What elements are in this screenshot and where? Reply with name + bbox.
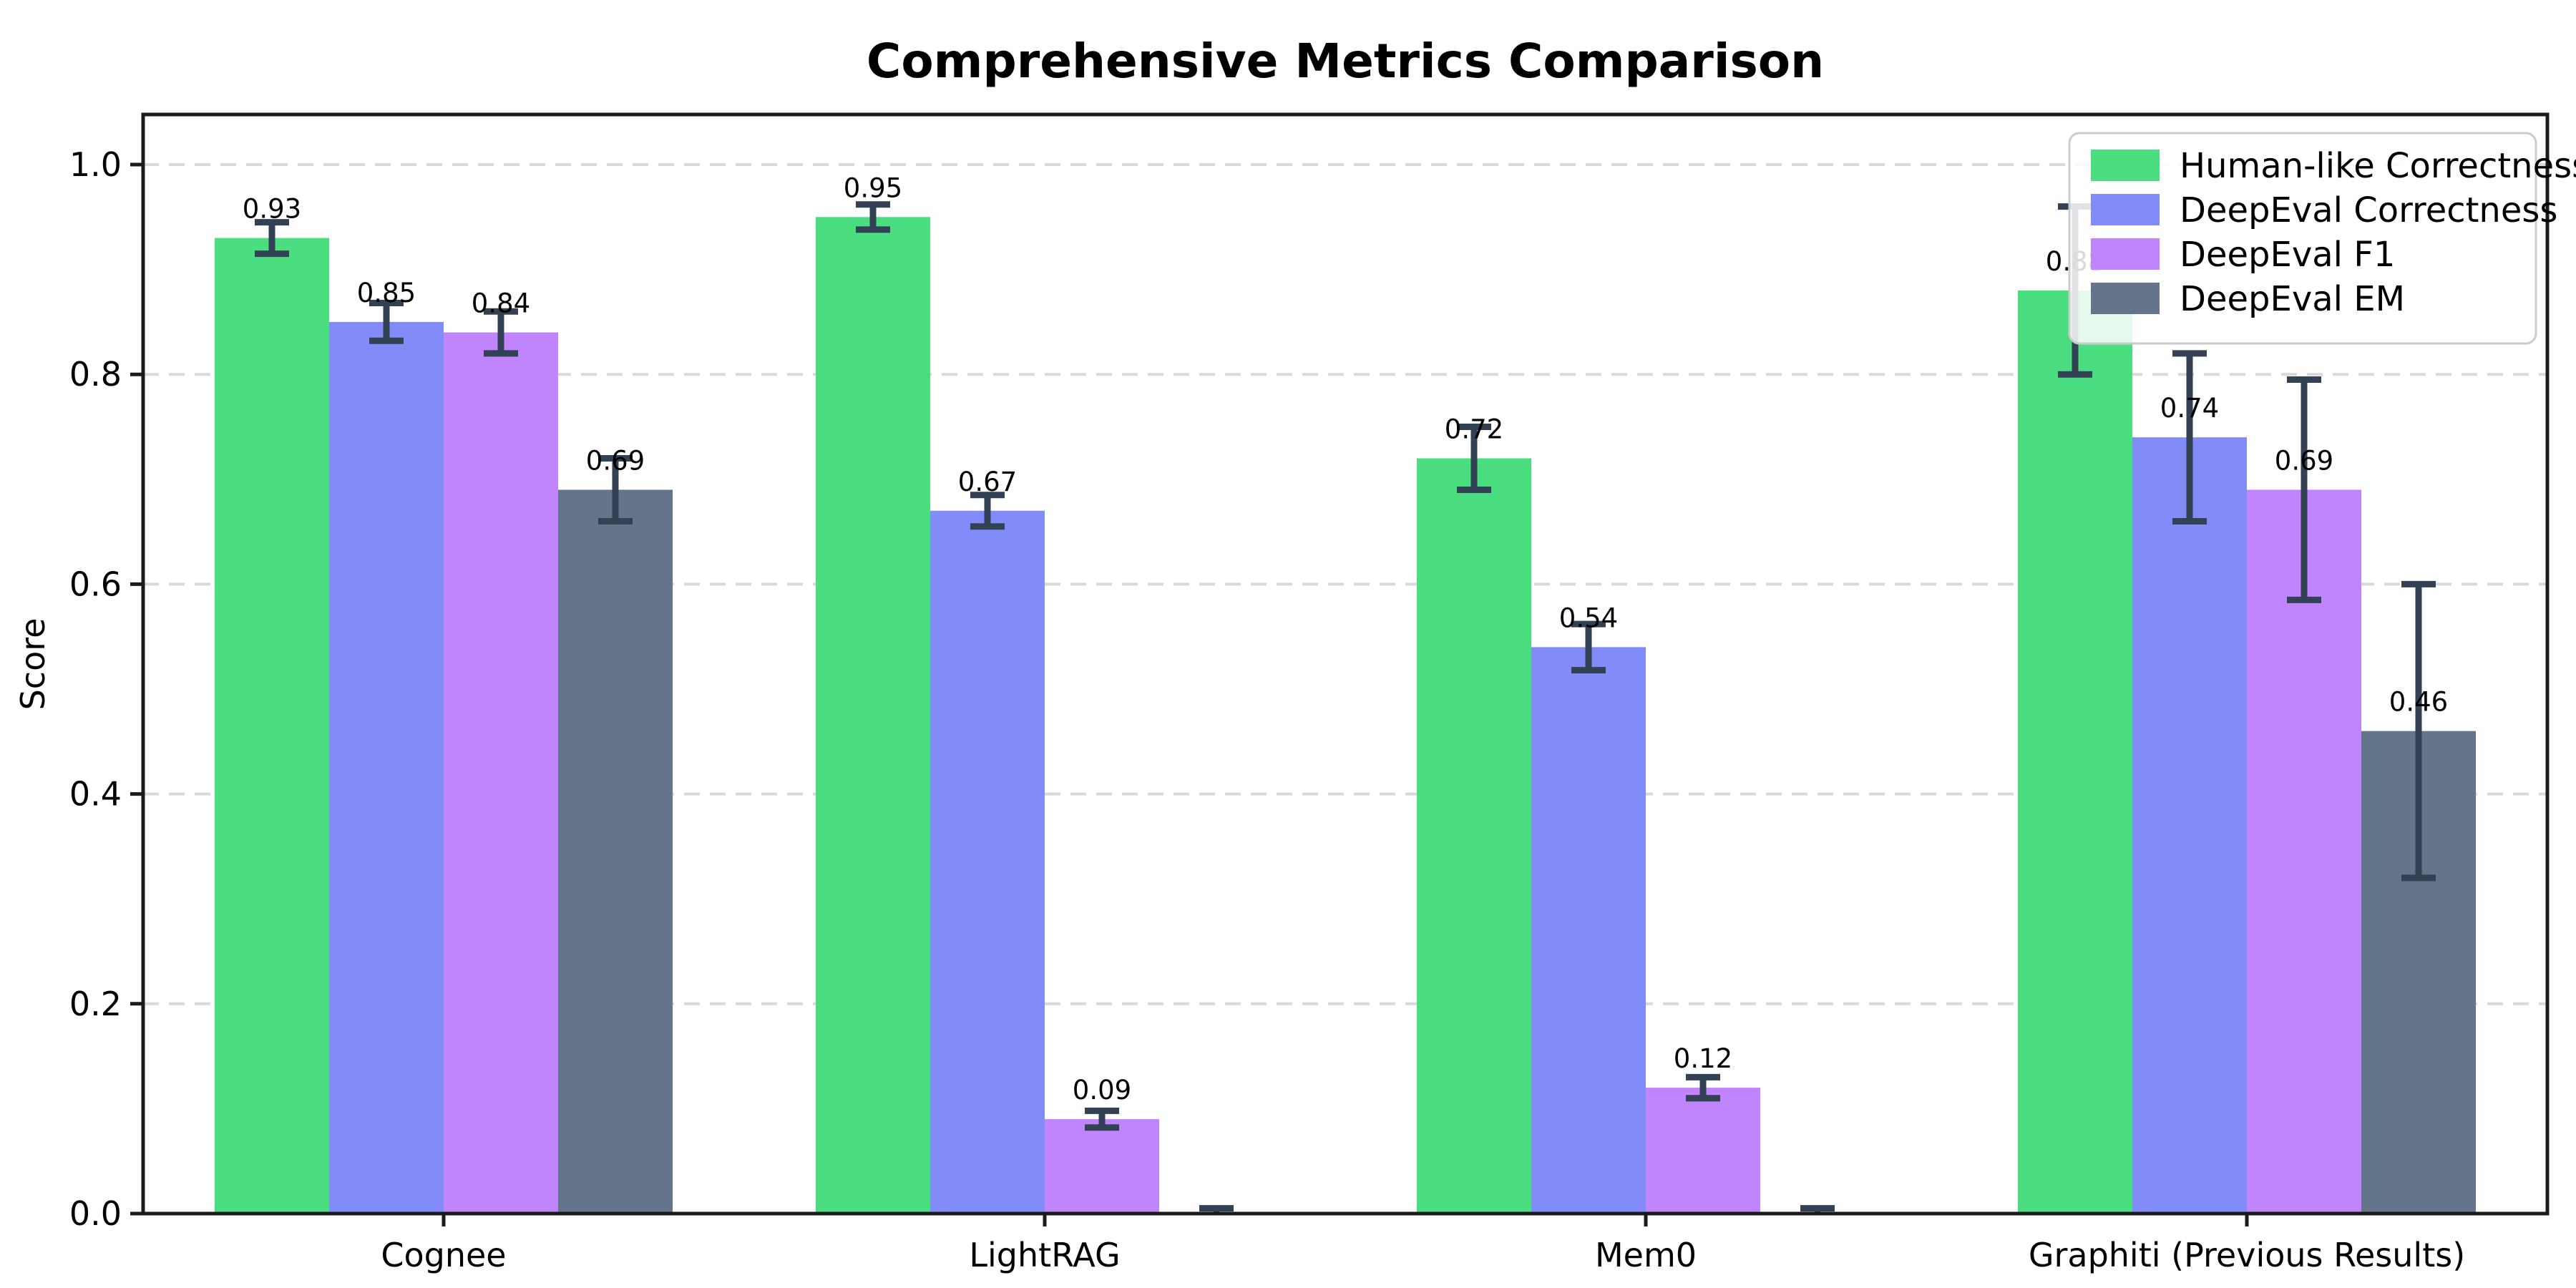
bar-value-label: 0.72 bbox=[1445, 414, 1503, 444]
legend-label: DeepEval Correctness bbox=[2180, 190, 2557, 230]
bar-value-label: 0.74 bbox=[2160, 393, 2219, 424]
y-axis-tick-label: 0.8 bbox=[69, 355, 122, 394]
bar-value-label: 0.84 bbox=[472, 288, 530, 319]
legend-label: Human-like Correctness bbox=[2180, 146, 2576, 186]
bar-value-label: 0.69 bbox=[586, 445, 645, 476]
bar bbox=[930, 510, 1045, 1214]
bar bbox=[2247, 489, 2361, 1214]
x-axis-tick-label: Mem0 bbox=[1595, 1236, 1697, 1274]
y-axis-tick-label: 0.4 bbox=[69, 775, 122, 814]
bar-value-label: 0.69 bbox=[2275, 445, 2333, 476]
bar bbox=[1531, 647, 1646, 1214]
y-axis-title: Score bbox=[14, 618, 52, 711]
bar-value-label: 0.46 bbox=[2389, 687, 2448, 718]
y-axis-tick-label: 0.2 bbox=[69, 985, 122, 1023]
bar bbox=[558, 489, 673, 1214]
bar-value-label: 0.93 bbox=[243, 194, 301, 225]
legend-swatch bbox=[2091, 238, 2160, 270]
bar bbox=[2018, 290, 2132, 1214]
bar bbox=[2132, 437, 2247, 1214]
bar bbox=[1646, 1088, 1760, 1214]
bar bbox=[1417, 458, 1531, 1214]
bar bbox=[1045, 1119, 1159, 1214]
bar bbox=[329, 321, 444, 1214]
bar-value-label: 0.67 bbox=[958, 467, 1017, 497]
legend-box bbox=[2068, 132, 2537, 345]
bar-value-label: 0.09 bbox=[1073, 1075, 1131, 1106]
legend-swatch bbox=[2091, 150, 2160, 181]
bar-value-label: 0.95 bbox=[844, 172, 902, 203]
bar bbox=[215, 238, 329, 1214]
y-axis-tick-label: 0.0 bbox=[69, 1194, 122, 1233]
x-axis-tick-label: LightRAG bbox=[969, 1236, 1120, 1274]
bar-value-label: 0.54 bbox=[1559, 602, 1618, 633]
bar-value-label: 0.85 bbox=[357, 278, 416, 308]
chart-title: Comprehensive Metrics Comparison bbox=[867, 34, 1824, 89]
bar-value-label: 0.12 bbox=[1674, 1043, 1732, 1074]
bar bbox=[444, 332, 558, 1214]
y-axis-tick-label: 1.0 bbox=[69, 145, 122, 184]
legend-label: DeepEval EM bbox=[2180, 279, 2405, 319]
bar bbox=[816, 217, 930, 1214]
legend-label: DeepEval F1 bbox=[2180, 235, 2395, 275]
legend-swatch bbox=[2091, 283, 2160, 314]
x-axis-tick-label: Graphiti (Previous Results) bbox=[2029, 1236, 2465, 1274]
y-axis-tick-label: 0.6 bbox=[69, 565, 122, 603]
x-axis-tick-label: Cognee bbox=[381, 1236, 506, 1274]
legend-swatch bbox=[2091, 194, 2160, 225]
plot-border bbox=[141, 112, 2550, 1216]
